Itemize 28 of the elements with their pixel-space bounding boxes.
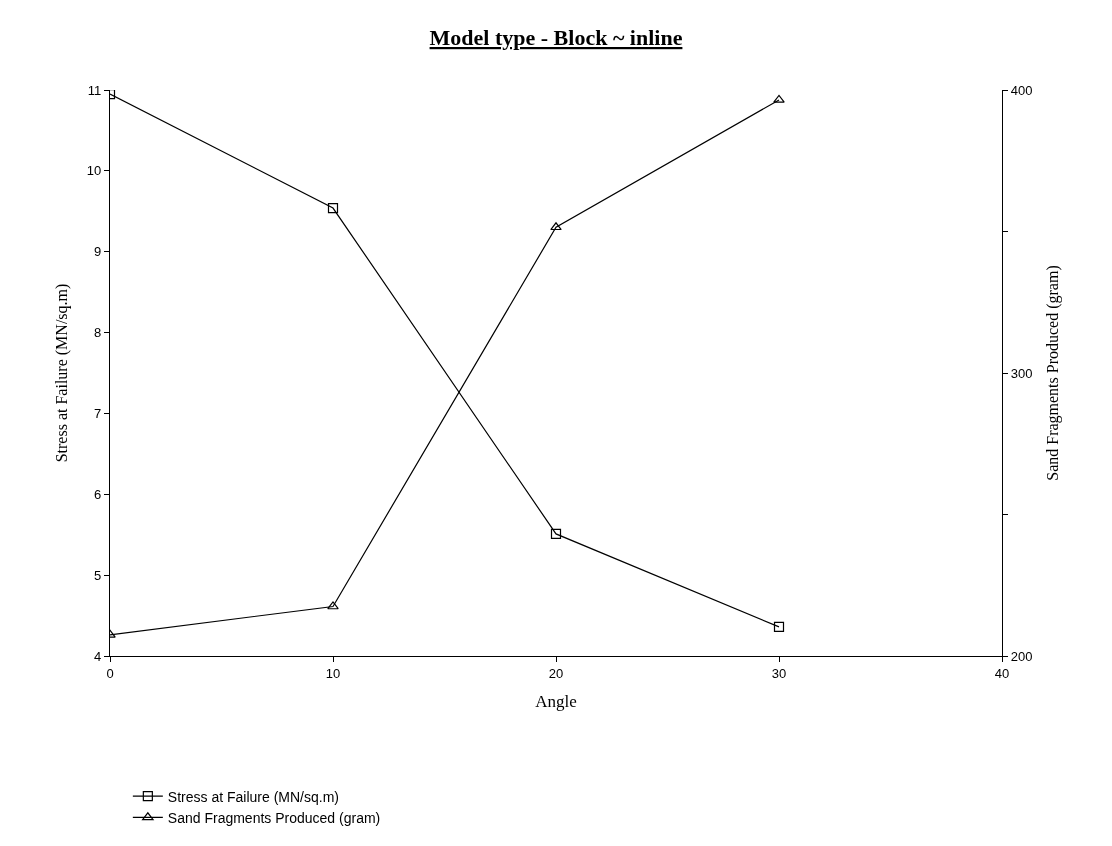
y-tick-label: 5 [94,567,102,583]
y-axis-title: Stress at Failure (MN/sq.m) [52,283,71,463]
x-tick-label: 30 [771,665,787,681]
y2-tick-label: 200 [1010,648,1033,664]
point [327,601,339,610]
point [550,528,562,540]
y-tick-label: 8 [94,325,102,341]
chart-title: Model type - Block ~ inline [429,25,683,50]
y-tick-label: 7 [94,405,102,421]
y-tick-label: 10 [86,163,102,179]
point [773,94,785,103]
x-tick-label: 10 [325,665,341,681]
x-tick-label: 0 [106,665,114,681]
y-tick-label: 4 [94,648,102,664]
y-tick-label: 6 [94,486,102,502]
point [550,222,562,231]
y2-tick-label: 300 [1010,365,1033,381]
x-tick-label: 40 [994,665,1010,681]
x-tick-label: 20 [548,665,564,681]
point [773,621,785,632]
y-tick-label: 9 [94,244,102,260]
legend-label: Stress at Failure (MN/sq.m) [167,788,339,805]
x-axis-title: Angle [535,692,577,712]
legend-label: Sand Fragments Produced (gram) [167,809,381,826]
y2-axis-title: Sand Fragments Produced (gram) [1044,265,1063,481]
y2-tick-label: 400 [1010,82,1033,98]
point [327,202,339,214]
y-tick-label: 11 [87,82,102,98]
